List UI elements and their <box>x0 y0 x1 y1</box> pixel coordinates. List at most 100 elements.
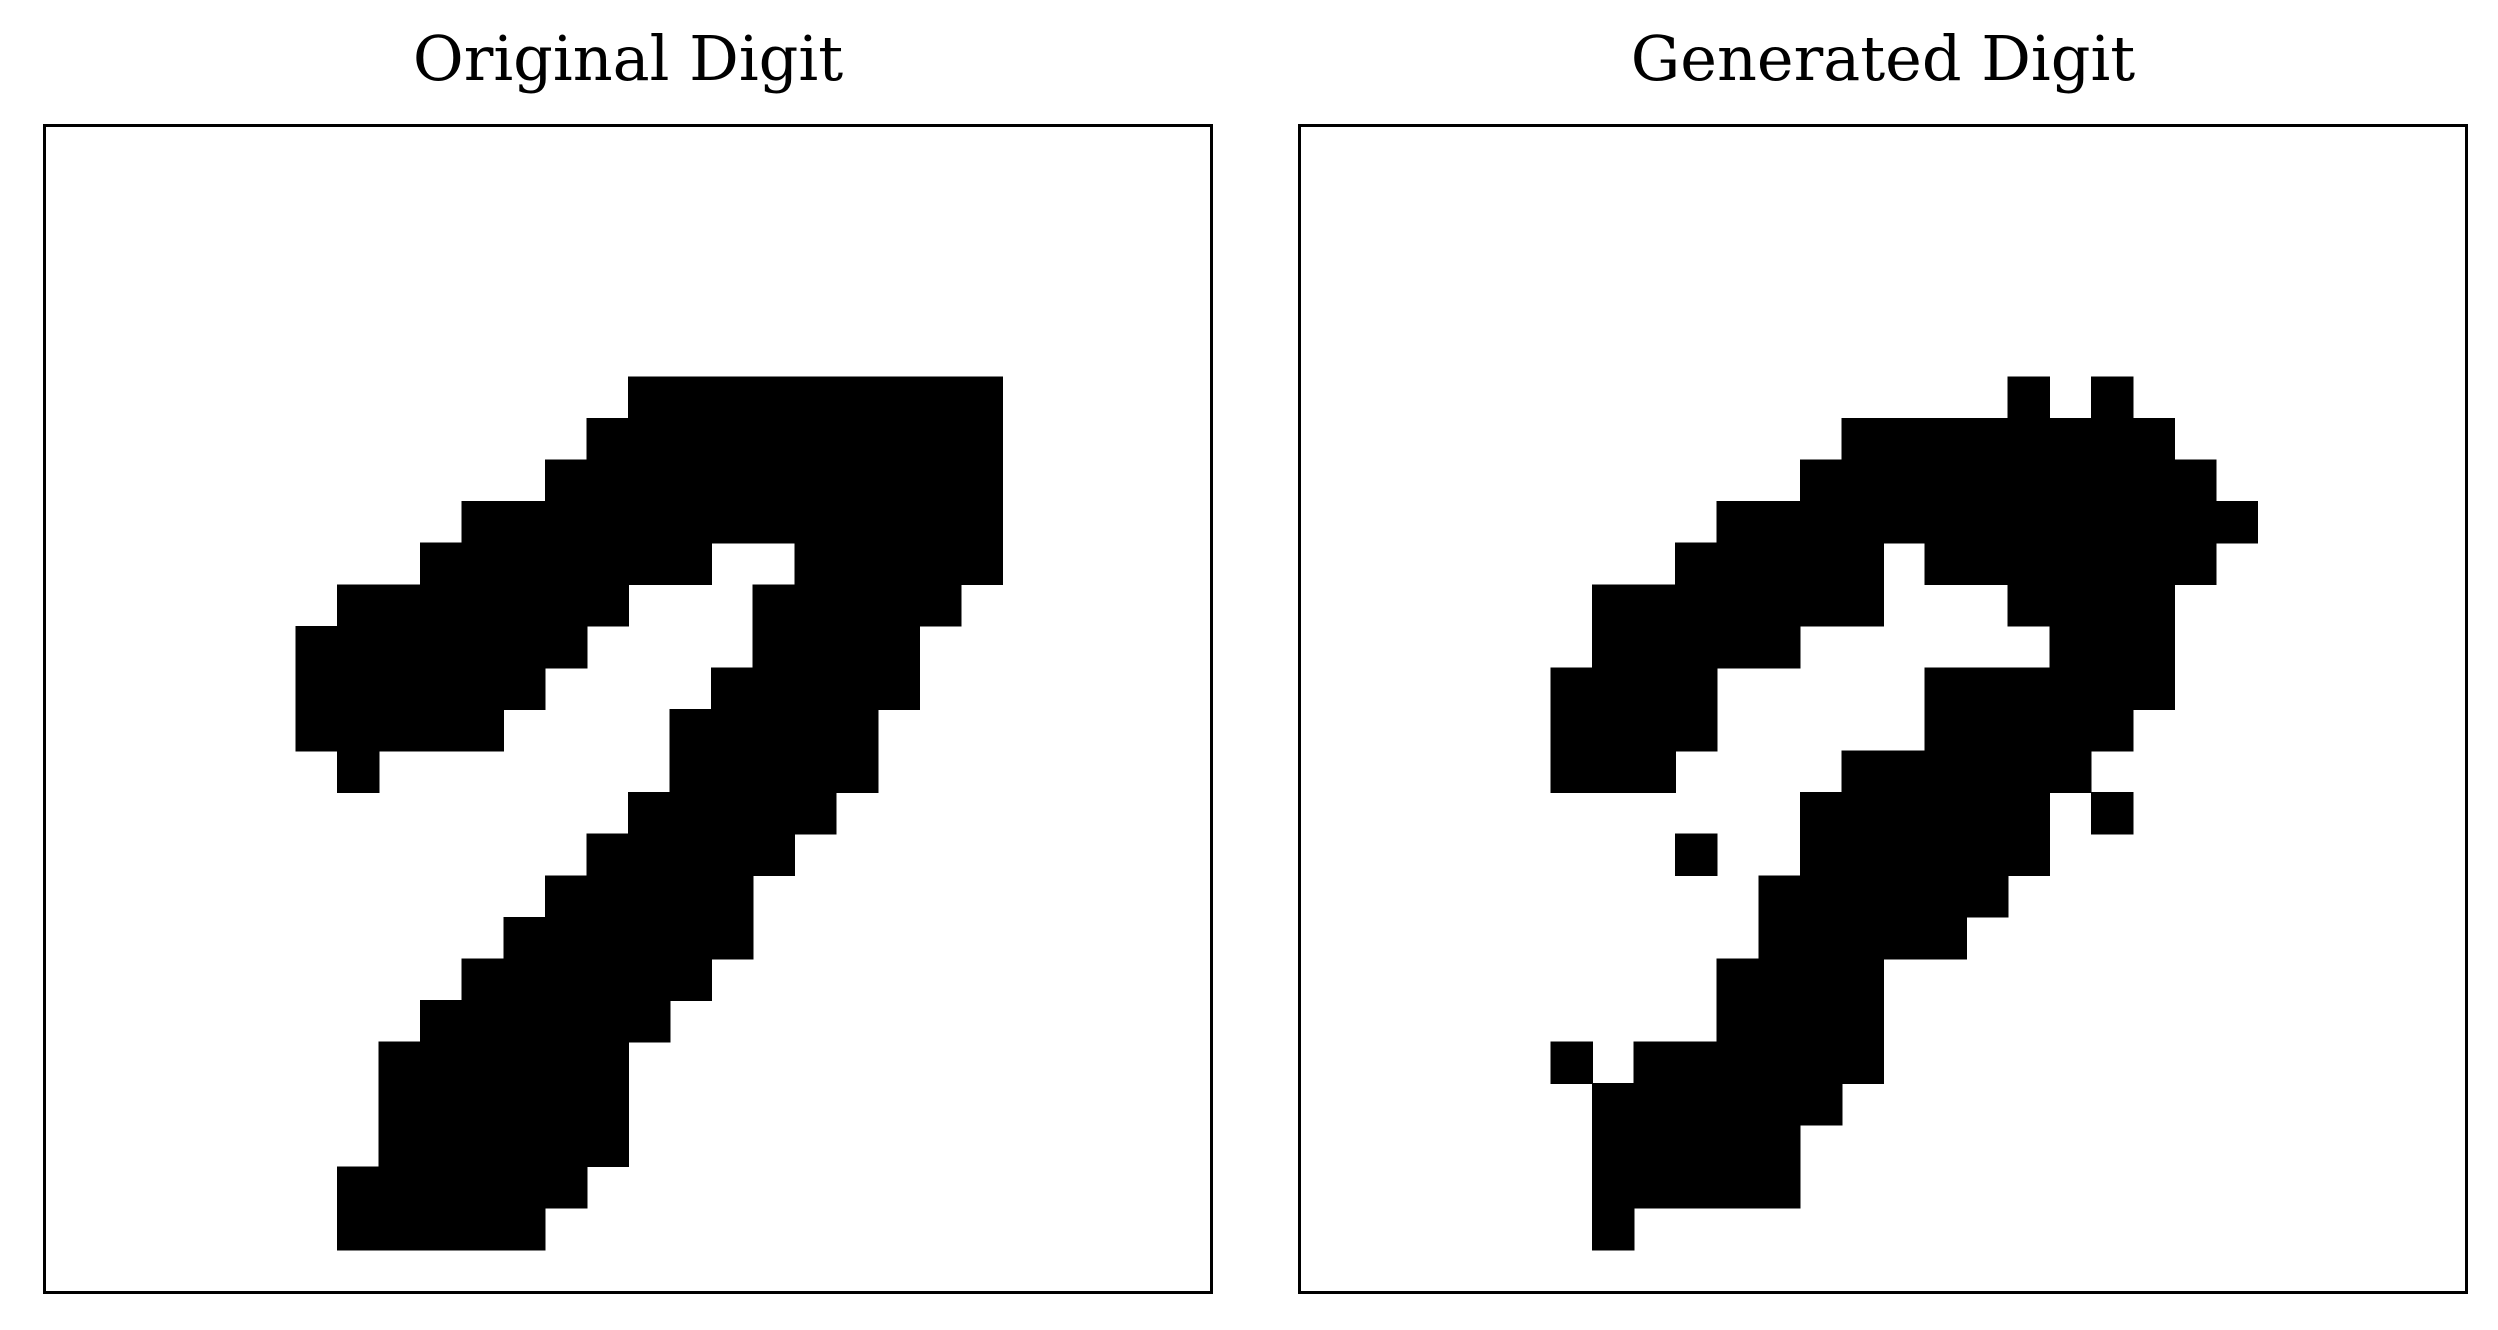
original-digit-pixel <box>586 916 629 960</box>
generated-digit-pixel <box>1716 1124 1760 1168</box>
generated-digit-pixel <box>1675 1041 1718 1084</box>
original-digit-pixel <box>794 667 837 710</box>
original-digit-pixel <box>378 584 421 627</box>
generated-digit-pixel <box>1841 750 1884 793</box>
original-digit-pixel <box>628 501 671 544</box>
generated-digit-pixel <box>1633 625 1676 669</box>
generated-digit-pixel <box>1883 792 1926 835</box>
original-digit-pixel <box>544 1083 588 1126</box>
generated-digit-pixel <box>1633 1166 1676 1209</box>
original-digit-pixel <box>835 709 879 752</box>
original-digit-pixel <box>960 501 1003 544</box>
original-digit-pixel <box>835 459 879 502</box>
original-digit-pixel <box>711 916 754 960</box>
original-digit-pixel <box>503 916 546 960</box>
generated-digit-pixel <box>1799 584 1843 627</box>
original-digit-pixel <box>877 667 920 710</box>
generated-digit-pixel <box>1924 792 1967 835</box>
original-digit-pixel <box>919 584 962 627</box>
original-digit-pixel <box>586 1041 629 1084</box>
generated-digit-pixel <box>1799 833 1843 877</box>
original-digit-pixel <box>752 625 796 669</box>
original-digit-pixel <box>420 1000 463 1043</box>
original-digit-pixel <box>544 625 588 669</box>
original-digit-pixel <box>628 418 671 461</box>
generated-digit-pixel <box>1675 709 1718 752</box>
generated-digit-pixel <box>2132 501 2175 544</box>
generated-digit-pixel <box>1924 667 1967 710</box>
original-digit-pixel <box>628 542 671 586</box>
generated-digit-pixel <box>1841 501 1884 544</box>
original-digit-pixel <box>669 376 712 419</box>
original-digit-pixel <box>420 1207 463 1251</box>
original-digit-pixel <box>378 1207 421 1251</box>
generated-digit-pixel <box>1716 501 1760 544</box>
generated-digit-pixel <box>1799 792 1843 835</box>
generated-digit-pixel <box>1799 958 1843 1001</box>
original-digit-pixel <box>586 1000 629 1043</box>
generated-digit-pixel <box>1841 916 1884 960</box>
generated-digit-pixel <box>2090 459 2134 502</box>
generated-digit-pixel <box>1633 1041 1676 1084</box>
original-digit-pixel <box>794 750 837 793</box>
generated-digit-pixel <box>2007 792 2051 835</box>
generated-digit-pixel <box>1966 833 2009 877</box>
original-digit-pixel <box>337 1166 380 1209</box>
generated-digit-pixel <box>1799 916 1843 960</box>
generated-digit-pixel <box>1841 1000 1884 1043</box>
generated-digit-panel <box>1298 124 2468 1294</box>
generated-digit-pixel <box>2174 501 2217 544</box>
original-digit-pixel <box>586 584 629 627</box>
original-digit-pixel <box>919 418 962 461</box>
original-digit-pixel <box>711 709 754 752</box>
generated-digit-pixel <box>2049 709 2092 752</box>
generated-digit-pixel <box>2049 418 2092 461</box>
original-digit-pixel <box>503 1207 546 1251</box>
original-digit-pixel <box>628 833 671 877</box>
generated-digit-pixel <box>1966 418 2009 461</box>
generated-digit-pixel <box>1966 459 2009 502</box>
original-digit-pixel <box>586 875 629 918</box>
original-digit-pixel <box>960 376 1003 419</box>
original-digit-pixel <box>669 833 712 877</box>
generated-digit-pixel <box>2007 418 2051 461</box>
original-digit-pixel <box>669 709 712 752</box>
original-digit-pixel <box>544 1124 588 1168</box>
original-digit-pixel <box>378 1083 421 1126</box>
original-digit-pixel <box>877 459 920 502</box>
generated-digit-pixel <box>1841 542 1884 586</box>
original-digit-pixel <box>919 376 962 419</box>
generated-digit-pixel <box>1924 542 1967 586</box>
generated-digit-pixel <box>1966 542 2009 586</box>
generated-digit-pixel <box>1716 1166 1760 1209</box>
generated-digit-pixel <box>1841 875 1884 918</box>
generated-digit-pixel <box>1758 625 1801 669</box>
generated-digit-pixel <box>1550 709 1593 752</box>
generated-digit-title: Generated Digit <box>1630 22 2136 95</box>
original-digit-pixel <box>503 625 546 669</box>
original-digit-pixel <box>669 958 712 1001</box>
original-digit-pixel <box>544 916 588 960</box>
original-digit-pixel <box>461 709 505 752</box>
generated-digit-pixel <box>1633 709 1676 752</box>
generated-digit-pixel <box>2090 376 2134 419</box>
original-digit-panel <box>43 124 1213 1294</box>
original-digit-pixel <box>752 750 796 793</box>
generated-digit-pixel <box>1592 667 1635 710</box>
original-digit-pixel <box>544 875 588 918</box>
original-digit-pixel <box>420 667 463 710</box>
original-digit-pixel <box>420 1041 463 1084</box>
generated-digit-pixel <box>1841 958 1884 1001</box>
original-digit-pixel <box>544 1000 588 1043</box>
generated-digit-pixel <box>1675 625 1718 669</box>
original-digit-pixel <box>378 709 421 752</box>
original-digit-pixel <box>835 750 879 793</box>
generated-digit-pixel <box>2007 501 2051 544</box>
original-digit-pixel <box>877 376 920 419</box>
generated-digit-pixel <box>2132 459 2175 502</box>
original-digit-pixel <box>628 376 671 419</box>
generated-digit-pixel <box>1550 667 1593 710</box>
generated-digit-pixel <box>1758 1000 1801 1043</box>
original-digit-pixel <box>877 501 920 544</box>
original-digit-pixel <box>794 418 837 461</box>
